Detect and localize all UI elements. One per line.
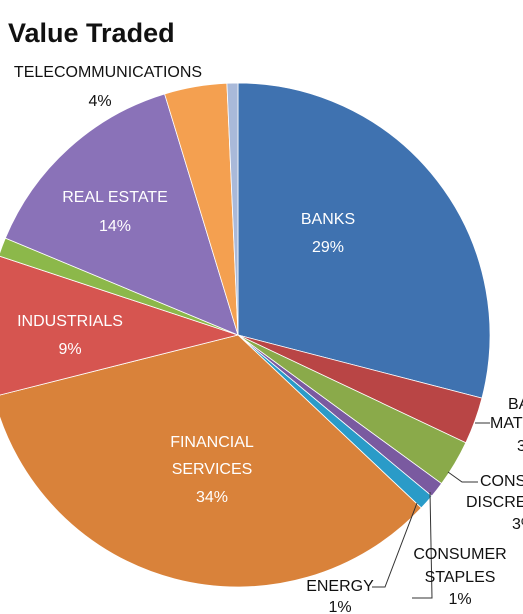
slice-label: CONSUMER STAPLES	[413, 546, 506, 586]
leader-line	[372, 502, 418, 588]
slice-value-label: 3%	[517, 438, 523, 455]
label-line: FINANCIAL	[170, 434, 254, 451]
label-line: STAPLES	[425, 569, 496, 586]
labels: BANKS 29% BASIC MATERIALS 3% CONSUMER DISCRETI…	[14, 64, 523, 614]
label-line: DISCRETIONARY	[466, 494, 523, 511]
slice-label: TELECOMMUNICATIONS	[14, 64, 202, 81]
slice-label: BANKS	[301, 211, 355, 228]
label-line: CONSUMER	[480, 473, 523, 490]
pie	[0, 82, 491, 588]
leader-line	[412, 491, 433, 599]
slice-value-label: 4%	[88, 93, 111, 110]
pie-slice	[226, 82, 239, 336]
pie-slice	[237, 82, 491, 399]
slice-value-label: 9%	[58, 341, 81, 358]
slice-label: ENERGY	[306, 578, 374, 595]
slice-label: BASIC MATERIALS	[490, 396, 523, 432]
slice-label: CONSUMER DISCRETIONARY	[466, 473, 523, 511]
label-line: MATERIALS	[490, 415, 523, 432]
slice-value-label: 1%	[328, 599, 351, 614]
slice-value-label: 3%	[512, 516, 523, 533]
pie-slice	[4, 93, 239, 336]
leader-line	[447, 471, 478, 483]
chart-title: Value Traded	[8, 18, 175, 48]
slice-value-label: 29%	[312, 239, 344, 256]
pie-slice	[0, 255, 240, 396]
slice-label: INDUSTRIALS	[17, 313, 123, 330]
label-line: BASIC	[508, 396, 523, 413]
slice-label: FINANCIAL SERVICES	[170, 434, 254, 478]
label-line: SERVICES	[172, 461, 253, 478]
pie-slice	[0, 334, 422, 588]
slice-value-label: 1%	[448, 591, 471, 608]
slice-value-label: 14%	[99, 218, 131, 235]
label-line: CONSUMER	[413, 546, 506, 563]
slice-label: REAL ESTATE	[62, 189, 168, 206]
slice-value-label: 34%	[196, 489, 228, 506]
